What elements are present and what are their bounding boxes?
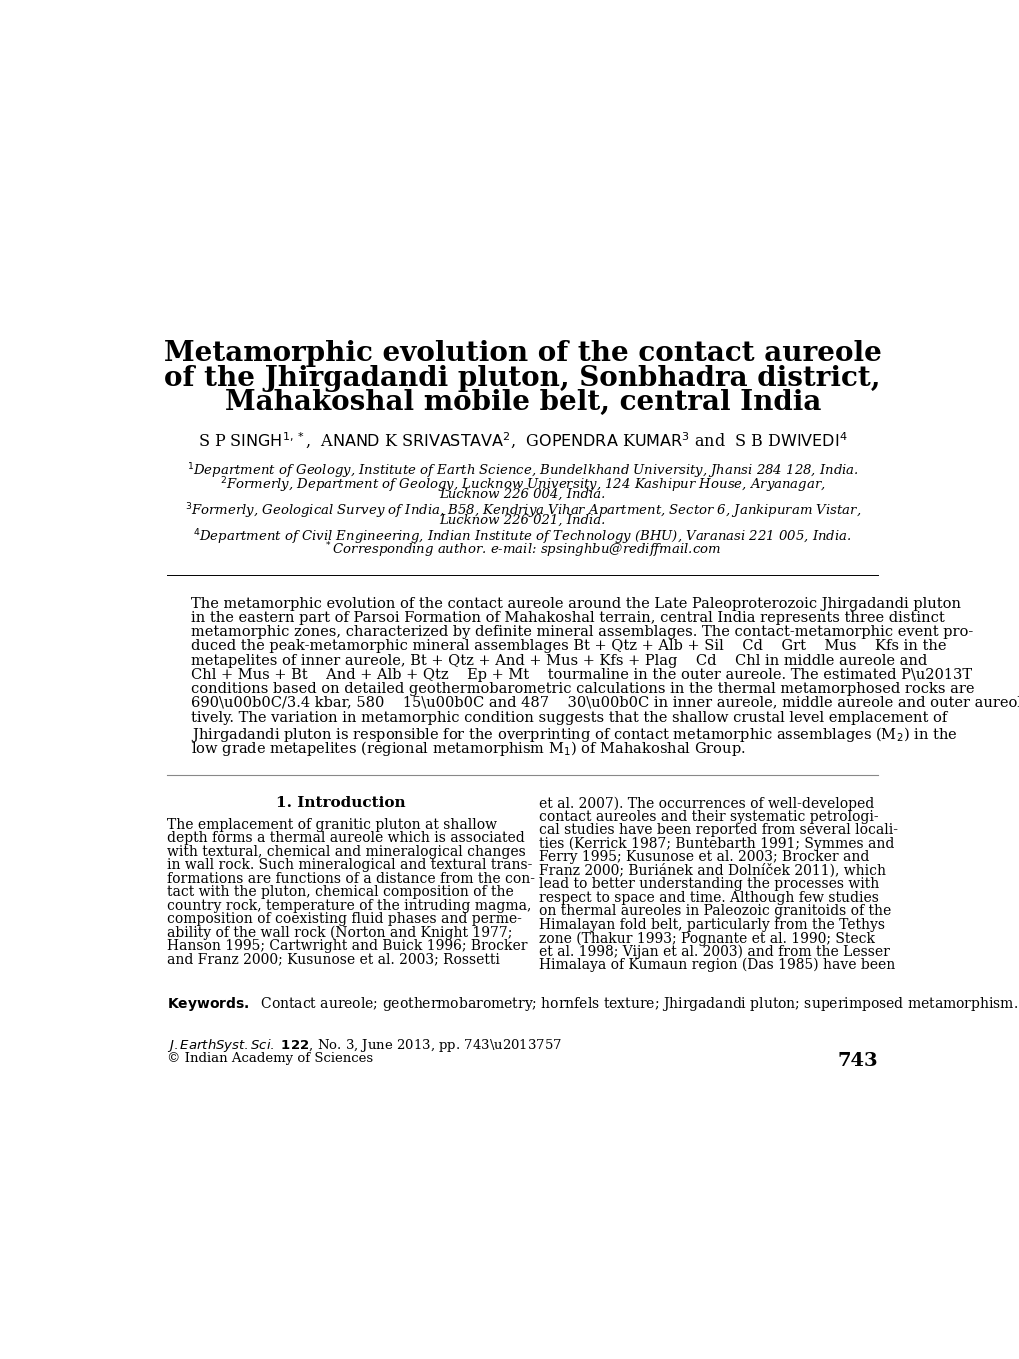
Text: Lucknow 226 021, India.: Lucknow 226 021, India. <box>439 514 605 527</box>
Text: Metamorphic evolution of the contact aureole: Metamorphic evolution of the contact aur… <box>164 340 880 367</box>
Text: $\it{J. Earth Syst. Sci.}$ $\mathbf{122}$, No. 3, June 2013, pp. 743\u2013757: $\it{J. Earth Syst. Sci.}$ $\mathbf{122}… <box>167 1037 561 1055</box>
Text: Jhirgadandi pluton is responsible for the overprinting of contact metamorphic as: Jhirgadandi pluton is responsible for th… <box>191 724 956 743</box>
Text: conditions based on detailed geothermobarometric calculations in the thermal met: conditions based on detailed geothermoba… <box>191 682 973 696</box>
Text: et al. 2007). The occurrences of well-developed: et al. 2007). The occurrences of well-de… <box>538 796 873 811</box>
Text: Chl + Mus + Bt    And + Alb + Qtz    Ep + Mt    tourmaline in the outer aureole.: Chl + Mus + Bt And + Alb + Qtz Ep + Mt t… <box>191 667 971 682</box>
Text: 743: 743 <box>837 1052 877 1071</box>
Text: country rock, temperature of the intruding magma,: country rock, temperature of the intrudi… <box>167 898 531 913</box>
Text: depth forms a thermal aureole which is associated: depth forms a thermal aureole which is a… <box>167 832 524 845</box>
Text: $^*$Corresponding author. e-mail: spsinghbu@rediffmail.com: $^*$Corresponding author. e-mail: spsing… <box>324 541 720 560</box>
Text: respect to space and time. Although few studies: respect to space and time. Although few … <box>538 890 877 905</box>
Text: S P S$\rm{INGH}^{1,*}$,  A$\rm{NAND}$ K S$\rm{RIVASTAVA}^{2}$,  G$\rm{OPENDRA}$ : S P S$\rm{INGH}^{1,*}$, A$\rm{NAND}$ K S… <box>198 431 847 451</box>
Text: $^2$Formerly, Department of Geology, Lucknow University, 124 Kashipur House, Ary: $^2$Formerly, Department of Geology, Luc… <box>220 474 824 495</box>
Text: with textural, chemical and mineralogical changes: with textural, chemical and mineralogica… <box>167 845 525 859</box>
Text: on thermal aureoles in Paleozoic granitoids of the: on thermal aureoles in Paleozoic granito… <box>538 904 890 919</box>
Text: The emplacement of granitic pluton at shallow: The emplacement of granitic pluton at sh… <box>167 818 496 832</box>
Text: $^1$Department of Geology, Institute of Earth Science, Bundelkhand University, J: $^1$Department of Geology, Institute of … <box>186 462 858 481</box>
Text: duced the peak-metamorphic mineral assemblages Bt + Qtz + Alb + Sil    Cd    Grt: duced the peak-metamorphic mineral assem… <box>191 639 946 654</box>
Text: et al. 1998; Vijan et al. 2003) and from the Lesser: et al. 1998; Vijan et al. 2003) and from… <box>538 945 889 959</box>
Text: $\mathbf{Keywords.}$  Contact aureole; geothermobarometry; hornfels texture; Jhi: $\mathbf{Keywords.}$ Contact aureole; ge… <box>167 995 1017 1012</box>
Text: contact aureoles and their systematic petrologi-: contact aureoles and their systematic pe… <box>538 810 877 824</box>
Text: Lucknow 226 004, India.: Lucknow 226 004, India. <box>439 488 605 501</box>
Text: © Indian Academy of Sciences: © Indian Academy of Sciences <box>167 1052 373 1065</box>
Text: 690\u00b0C/3.4 kbar, 580    15\u00b0C and 487    30\u00b0C in inner aureole, mid: 690\u00b0C/3.4 kbar, 580 15\u00b0C and 4… <box>191 696 1019 711</box>
Text: 1. Introduction: 1. Introduction <box>276 796 406 810</box>
Text: formations are functions of a distance from the con-: formations are functions of a distance f… <box>167 872 535 886</box>
Text: low grade metapelites (regional metamorphism M$_1$) of Mahakoshal Group.: low grade metapelites (regional metamorp… <box>191 739 745 758</box>
Text: in wall rock. Such mineralogical and textural trans-: in wall rock. Such mineralogical and tex… <box>167 859 532 872</box>
Text: of the Jhirgadandi pluton, Sonbhadra district,: of the Jhirgadandi pluton, Sonbhadra dis… <box>164 364 880 391</box>
Text: Hanson 1995; Cartwright and Buick 1996; Brocker: Hanson 1995; Cartwright and Buick 1996; … <box>167 939 527 953</box>
Text: in the eastern part of Parsoi Formation of Mahakoshal terrain, central India rep: in the eastern part of Parsoi Formation … <box>191 610 944 625</box>
Text: Ferry 1995; Kusunose et al. 2003; Brocker and: Ferry 1995; Kusunose et al. 2003; Brocke… <box>538 851 868 864</box>
Text: cal studies have been reported from several locali-: cal studies have been reported from seve… <box>538 824 897 837</box>
Text: and Franz 2000; Kusunose et al. 2003; Rossetti: and Franz 2000; Kusunose et al. 2003; Ro… <box>167 953 499 966</box>
Text: $^3$Formerly, Geological Survey of India, B58, Kendriya Vihar Apartment, Sector : $^3$Formerly, Geological Survey of India… <box>184 501 860 520</box>
Text: tively. The variation in metamorphic condition suggests that the shallow crustal: tively. The variation in metamorphic con… <box>191 711 946 724</box>
Text: metapelites of inner aureole, Bt + Qtz + And + Mus + Kfs + Plag    Cd    Chl in : metapelites of inner aureole, Bt + Qtz +… <box>191 654 926 667</box>
Text: Himalayan fold belt, particularly from the Tethys: Himalayan fold belt, particularly from t… <box>538 917 883 932</box>
Text: The metamorphic evolution of the contact aureole around the Late Paleoproterozoi: The metamorphic evolution of the contact… <box>191 597 960 610</box>
Text: metamorphic zones, characterized by definite mineral assemblages. The contact-me: metamorphic zones, characterized by defi… <box>191 625 972 639</box>
Text: lead to better understanding the processes with: lead to better understanding the process… <box>538 878 878 892</box>
Text: composition of coexisting fluid phases and perme-: composition of coexisting fluid phases a… <box>167 912 522 927</box>
Text: Franz 2000; Buriánek and Dolníček 2011), which: Franz 2000; Buriánek and Dolníček 2011),… <box>538 864 884 878</box>
Text: Mahakoshal mobile belt, central India: Mahakoshal mobile belt, central India <box>224 390 820 416</box>
Text: $^4$Department of Civil Engineering, Indian Institute of Technology (BHU), Varan: $^4$Department of Civil Engineering, Ind… <box>194 527 851 546</box>
Text: Himalaya of Kumaun region (Das 1985) have been: Himalaya of Kumaun region (Das 1985) hav… <box>538 958 894 973</box>
Text: tact with the pluton, chemical composition of the: tact with the pluton, chemical compositi… <box>167 885 514 900</box>
Text: ability of the wall rock (Norton and Knight 1977;: ability of the wall rock (Norton and Kni… <box>167 925 512 940</box>
Text: zone (Thakur 1993; Pognante et al. 1990; Steck: zone (Thakur 1993; Pognante et al. 1990;… <box>538 931 873 946</box>
Text: ties (Kerrick 1987; Buntebarth 1991; Symmes and: ties (Kerrick 1987; Buntebarth 1991; Sym… <box>538 837 893 851</box>
